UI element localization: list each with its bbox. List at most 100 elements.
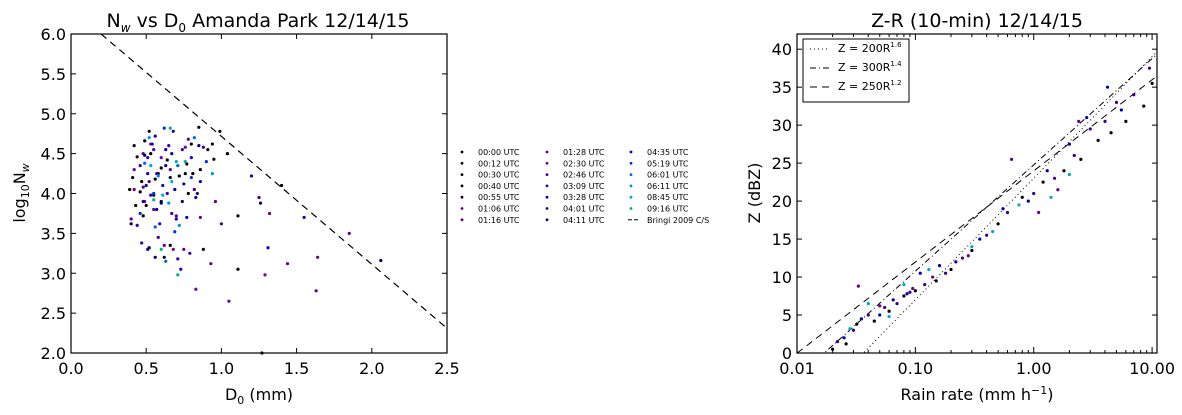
right-data-point [978, 237, 982, 241]
left-data-point [159, 247, 163, 251]
left-x-tick-label: 1.5 [284, 359, 309, 378]
legend-marker [460, 150, 464, 154]
left-data-point [161, 183, 165, 188]
right-data-point [960, 256, 965, 260]
left-data-point [176, 273, 180, 277]
right-data-point [949, 267, 953, 272]
legend-label: 06:11 UTC [647, 182, 689, 191]
left-x-tick-label: 2.0 [359, 359, 384, 378]
right-data-point [1114, 100, 1119, 104]
right-data-point [1062, 169, 1066, 173]
right-data-point [1049, 195, 1053, 199]
left-data-point [144, 183, 148, 188]
left-x-tick-label: 1.0 [209, 359, 234, 378]
left-y-tick-label: 4.5 [41, 145, 66, 164]
legend-label: 00:00 UTC [478, 148, 520, 157]
right-data-point [985, 233, 989, 237]
left-data-point [171, 129, 175, 133]
right-data-point [887, 314, 891, 319]
legend-label: Bringi 2009 C/S [647, 216, 709, 225]
left-data-point [161, 193, 165, 197]
left-data-point [170, 211, 174, 216]
nw-d0-chart: Nw vs D0 Amanda Park 12/14/15 0.0 0.5 1.0 1… [10, 10, 460, 407]
right-data-point [1072, 153, 1076, 158]
left-data-point [150, 142, 154, 146]
left-data-point [198, 179, 202, 184]
zr-relation-line [856, 51, 1158, 354]
legend-label: 03:09 UTC [563, 182, 605, 191]
left-data-point [135, 223, 139, 227]
left-data-point [162, 255, 166, 259]
legend-marker [629, 173, 633, 177]
left-data-point [164, 148, 168, 152]
legend-label: 02:30 UTC [563, 159, 605, 168]
left-data-point [201, 247, 205, 251]
left-data-point [170, 179, 174, 184]
right-x-ticks: 0.01 0.10 1.00 10.00 [779, 34, 1175, 378]
right-data-point [1005, 210, 1010, 215]
legend-label: 03:28 UTC [563, 193, 605, 202]
left-data-point [173, 187, 177, 192]
right-data-point [1088, 127, 1092, 131]
legend-label: 05:19 UTC [647, 159, 689, 168]
left-data-point [156, 235, 160, 239]
right-data-point [970, 248, 974, 253]
left-data-point [152, 148, 156, 152]
left-data-point [210, 171, 214, 176]
right-y-tick-label: 10 [772, 268, 792, 287]
right-data-point [918, 271, 922, 275]
right-data-point [902, 283, 906, 287]
right-data-point [908, 290, 912, 294]
left-data-point [201, 145, 205, 149]
right-y-tick-label: 30 [772, 116, 792, 135]
legend-label: 09:16 UTC [647, 205, 689, 214]
left-y-tick-label: 2.0 [41, 344, 66, 363]
left-plot-frame [70, 33, 448, 354]
right-y-tick-label: 0 [782, 344, 792, 363]
right-data-point [1150, 81, 1154, 85]
left-data-point [197, 125, 201, 129]
left-data-point [192, 187, 196, 192]
left-data-point [197, 144, 201, 148]
left-data-point [143, 153, 147, 157]
left-data-point [129, 217, 133, 221]
left-data-point [314, 289, 318, 293]
right-data-point [883, 305, 887, 310]
left-data-point [316, 255, 320, 259]
left-data-point [177, 174, 181, 178]
left-data-point [260, 351, 264, 355]
legend-label: 06:01 UTC [647, 171, 689, 180]
left-data-point [134, 203, 138, 208]
right-data-point [913, 289, 917, 293]
right-data-point [931, 275, 935, 279]
left-data-point [209, 262, 213, 266]
legend-label: Z = 200R1.6 [838, 41, 902, 55]
left-data-point [302, 215, 306, 220]
left-y-tick-label: 5.5 [41, 65, 66, 84]
left-data-point [149, 193, 153, 197]
left-x-tick-label: 0.5 [133, 359, 158, 378]
legend-label: Z = 300R1.4 [838, 60, 902, 74]
left-data-point [131, 175, 135, 180]
legend-marker [460, 207, 464, 210]
right-data-point [1009, 157, 1014, 161]
left-y-axis-label: log10Nw [10, 163, 32, 222]
left-data-point [146, 247, 150, 251]
left-y-tick-label: 3.0 [41, 264, 66, 283]
left-data-point [189, 142, 193, 146]
right-data-point [1067, 142, 1071, 146]
legend-label: 04:11 UTC [563, 216, 605, 225]
left-data-point [168, 243, 172, 247]
left-data-point [147, 136, 151, 140]
left-data-point [153, 177, 157, 181]
right-data-point [1079, 157, 1083, 161]
left-data-point [185, 215, 189, 220]
right-data-point [1020, 195, 1024, 199]
left-y-tick-label: 3.5 [41, 224, 66, 243]
left-data-point [146, 171, 150, 176]
right-data-point [842, 336, 846, 340]
right-data-point [1085, 115, 1089, 120]
left-data-point [186, 191, 190, 196]
legend-marker [629, 195, 633, 199]
